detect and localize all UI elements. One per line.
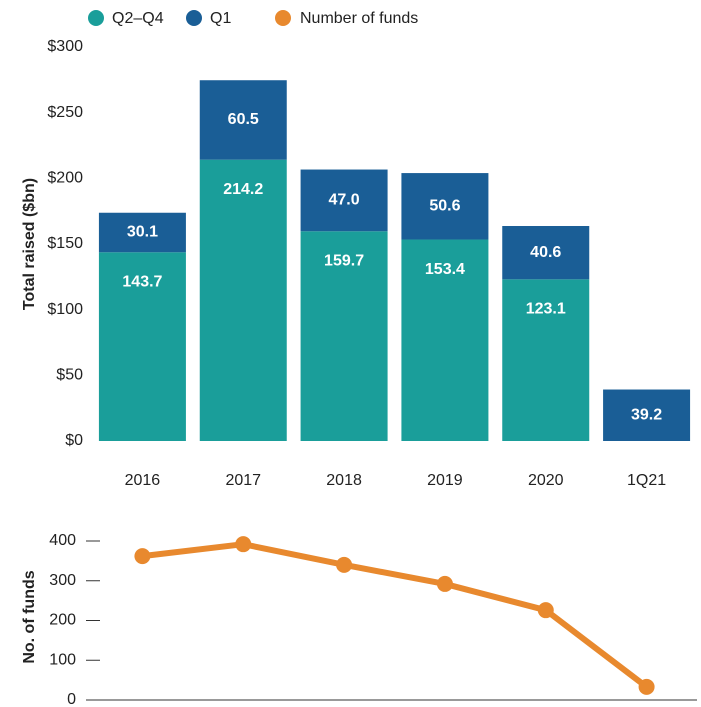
value-label: 50.6 xyxy=(429,198,460,215)
x-tick-label: 2019 xyxy=(427,472,463,489)
y-tick-label: 200 xyxy=(49,612,76,629)
value-label: 159.7 xyxy=(324,252,364,269)
marker xyxy=(134,548,151,565)
bar-segment xyxy=(401,173,489,240)
value-label: 214.2 xyxy=(223,181,263,198)
legend-swatch xyxy=(88,10,104,26)
line xyxy=(142,541,649,690)
x-tick-label: 2017 xyxy=(225,472,261,489)
marker xyxy=(235,536,252,553)
y-axis-label: Total raised ($bn) xyxy=(21,178,38,310)
x-tick-label: 2020 xyxy=(528,472,564,489)
y-tick-label: $300 xyxy=(47,38,83,55)
bar-segment xyxy=(300,231,388,441)
x-tick-label: 2018 xyxy=(326,472,362,489)
value-label: 153.4 xyxy=(425,261,465,278)
bar-segment xyxy=(300,169,388,232)
y-axis-label: No. of funds xyxy=(21,570,38,663)
y-tick-label: 100 xyxy=(49,651,76,668)
y-tick-label: $100 xyxy=(47,301,83,318)
y-tick-label: 400 xyxy=(49,532,76,549)
marker xyxy=(436,575,453,592)
legend-label: Q2–Q4 xyxy=(112,10,164,27)
legend-swatch xyxy=(186,10,202,26)
x-tick-label: 2016 xyxy=(125,472,161,489)
bar-segment xyxy=(502,226,590,280)
value-label: 123.1 xyxy=(526,301,566,318)
bar-segment xyxy=(98,252,186,441)
legend-label: Number of funds xyxy=(300,10,418,27)
x-tick-label: 1Q21 xyxy=(627,472,666,489)
y-tick-label: $250 xyxy=(47,104,83,121)
value-label: 143.7 xyxy=(122,273,162,290)
bar-segment xyxy=(199,80,287,160)
y-tick-label: 0 xyxy=(67,691,76,707)
y-tick-label: $200 xyxy=(47,170,83,187)
y-tick-label: $50 xyxy=(56,367,83,384)
value-label: 47.0 xyxy=(329,192,360,209)
legend-label: Q1 xyxy=(210,10,231,27)
bar-segment xyxy=(502,279,590,441)
value-label: 60.5 xyxy=(228,111,259,128)
bar-segment xyxy=(98,212,186,253)
value-label: 40.6 xyxy=(530,244,561,261)
y-tick-label: 300 xyxy=(49,572,76,589)
value-label: 30.1 xyxy=(127,224,158,241)
value-label: 39.2 xyxy=(631,406,662,423)
marker xyxy=(336,556,353,573)
bar-segment xyxy=(401,239,489,441)
legend-swatch xyxy=(275,10,291,26)
marker xyxy=(638,678,655,695)
bar-segment xyxy=(603,389,691,441)
y-tick-label: $150 xyxy=(47,235,83,252)
bar-segment xyxy=(199,159,287,441)
marker xyxy=(537,602,554,619)
y-tick-label: $0 xyxy=(65,432,83,449)
